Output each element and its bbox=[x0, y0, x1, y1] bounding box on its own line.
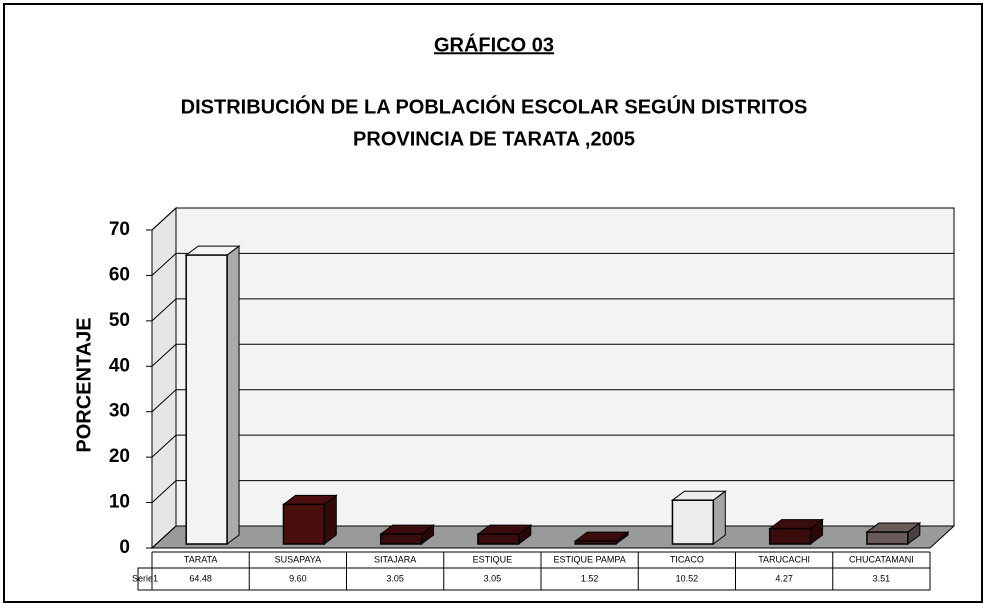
grid-line bbox=[151, 207, 177, 231]
bar bbox=[185, 254, 228, 545]
back-wall bbox=[175, 207, 955, 527]
side-wall bbox=[151, 206, 177, 550]
chart-subtitle: PROVINCIA DE TARATA ,2005 bbox=[353, 128, 635, 150]
x-tick-label: TARATA bbox=[184, 554, 218, 564]
grid-line bbox=[151, 253, 177, 276]
floor bbox=[150, 525, 956, 549]
x-tick-label: SUSAPAYA bbox=[275, 554, 322, 564]
bar bbox=[768, 527, 812, 545]
table-value: 3.51 bbox=[873, 573, 891, 583]
bar bbox=[282, 503, 326, 545]
bar bbox=[574, 540, 617, 545]
y-tick-label: 70 bbox=[109, 219, 130, 240]
y-tick-label: 40 bbox=[109, 355, 130, 376]
table-value: 3.05 bbox=[386, 573, 404, 583]
table-value: 3.05 bbox=[484, 573, 502, 583]
x-tick-label: TICACO bbox=[670, 554, 704, 564]
table-value: 1.52 bbox=[581, 573, 599, 583]
bar-side bbox=[226, 245, 240, 545]
bar bbox=[477, 533, 520, 545]
x-tick-label: ESTIQUE PAMPA bbox=[554, 554, 626, 564]
bar bbox=[671, 499, 715, 545]
chart-title: GRÁFICO 03 bbox=[434, 33, 554, 56]
legend-entry: Serie1 bbox=[132, 573, 158, 583]
y-tick-label: 20 bbox=[109, 446, 130, 467]
table-value: 64.48 bbox=[189, 573, 212, 583]
y-tick-label: 10 bbox=[109, 492, 130, 513]
grid-line bbox=[151, 525, 177, 549]
bar bbox=[379, 533, 423, 545]
chart-subtitle: DISTRIBUCIÓN DE LA POBLACIÓN ESCOLAR SEG… bbox=[181, 94, 808, 118]
y-tick-label: 0 bbox=[119, 537, 130, 558]
y-tick-label: 30 bbox=[109, 401, 130, 422]
table-value: 4.27 bbox=[775, 573, 793, 583]
y-axis-label: PORCENTAJE bbox=[73, 317, 95, 452]
x-tick-label: SITAJARA bbox=[374, 554, 416, 564]
x-tick-label: TARUCACHI bbox=[758, 554, 810, 564]
grid-line bbox=[151, 343, 177, 367]
grid-line bbox=[151, 389, 177, 413]
bar bbox=[866, 531, 909, 545]
table-value: 9.60 bbox=[289, 573, 307, 583]
x-tick-label: CHUCATAMANI bbox=[849, 554, 914, 564]
table-value: 10.52 bbox=[676, 573, 699, 583]
x-tick-label: ESTIQUE bbox=[473, 554, 513, 564]
grid-line bbox=[151, 434, 177, 458]
grid-line bbox=[151, 298, 177, 322]
y-tick-label: 50 bbox=[109, 310, 130, 331]
y-tick-label: 60 bbox=[109, 264, 130, 285]
grid-line bbox=[151, 480, 177, 503]
